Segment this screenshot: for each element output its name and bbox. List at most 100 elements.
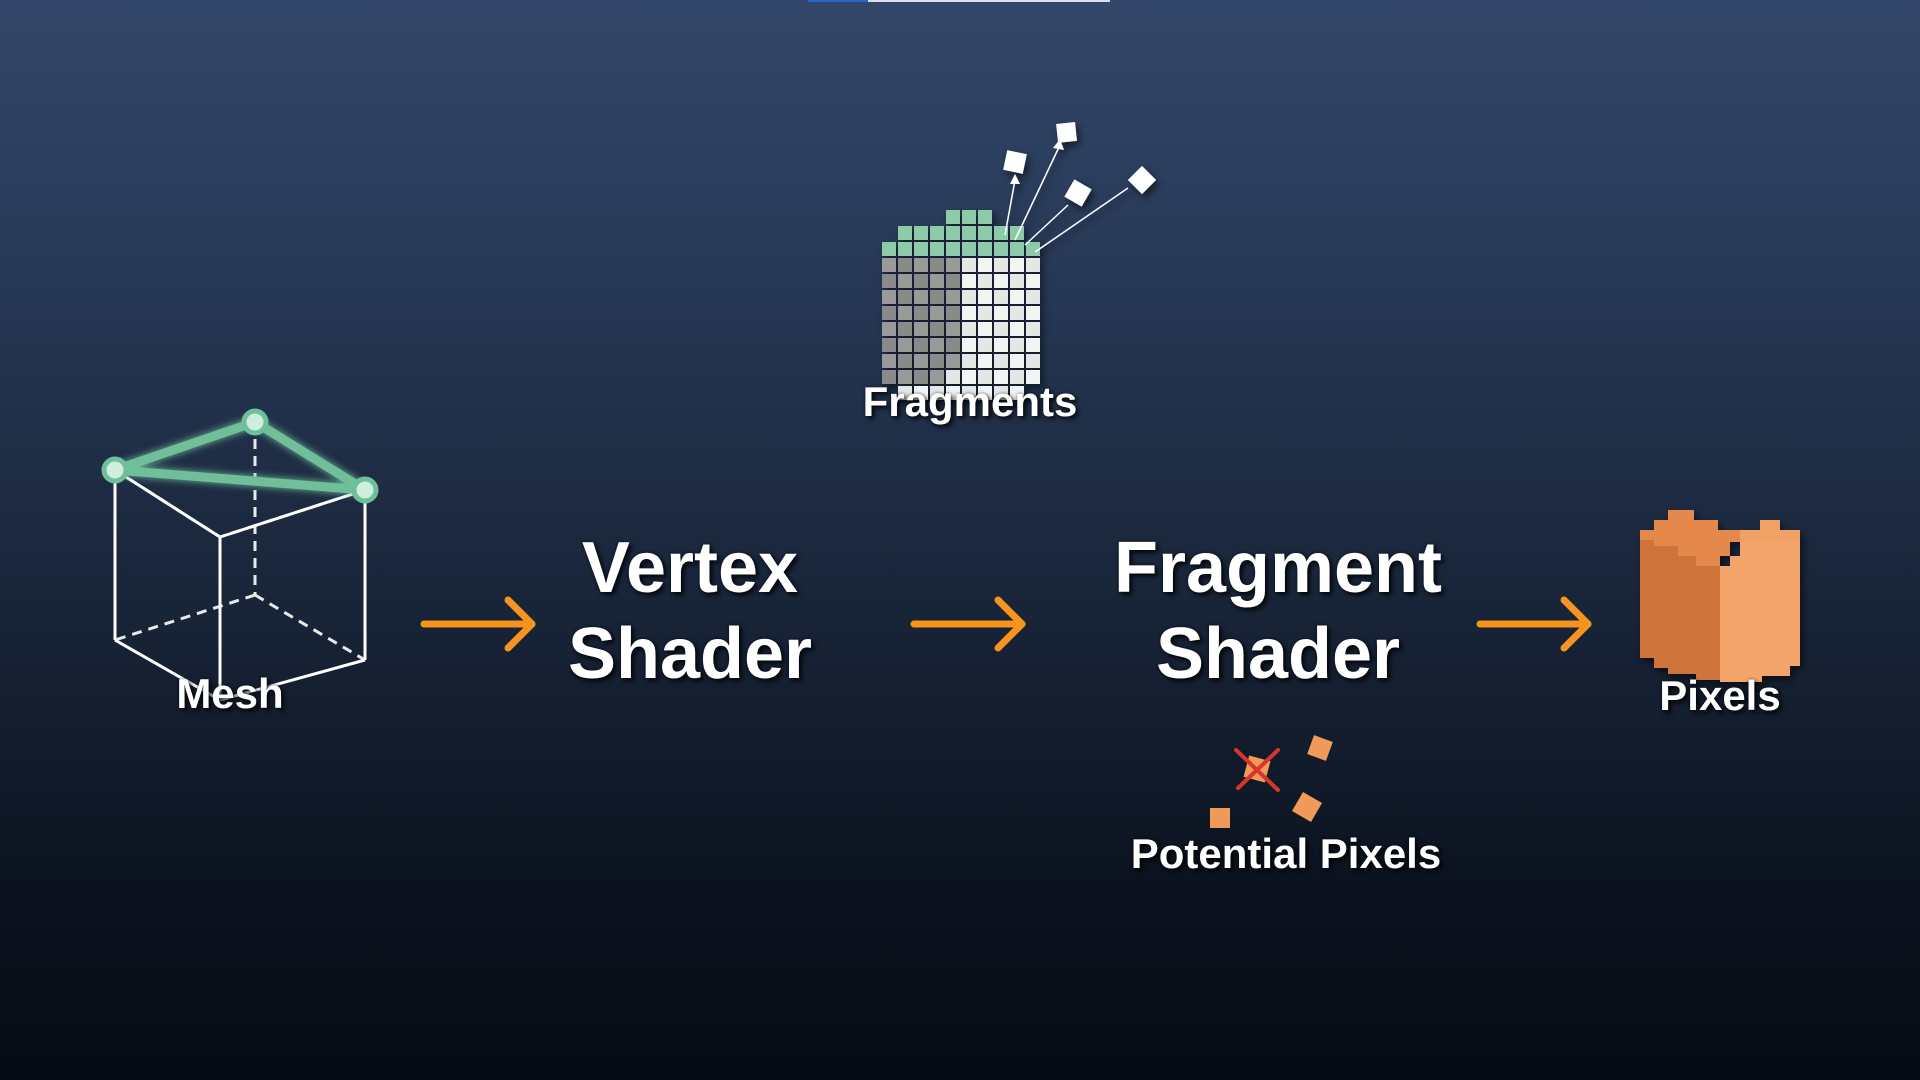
fragment-cell: [1026, 258, 1040, 272]
fragment-cell: [962, 306, 976, 320]
fragment-cell: [898, 354, 912, 368]
fragment-cell: [946, 386, 960, 400]
fragment-cell: [994, 226, 1008, 240]
fragment-cell: [914, 370, 928, 384]
fragment-cell: [914, 226, 928, 240]
fragment-cell: [1010, 242, 1024, 256]
fragment-cell: [1010, 386, 1024, 400]
fragment-cell: [994, 258, 1008, 272]
mesh-label: Mesh: [176, 670, 284, 717]
fragment-cell: [898, 226, 912, 240]
fragment-cell: [882, 290, 896, 304]
fragment-cell: [1010, 290, 1024, 304]
rejected-fragment-icon: [1234, 748, 1280, 792]
arrow-mesh-to-vertex: [420, 596, 536, 652]
fragment-cell: [1010, 370, 1024, 384]
fragment-cell: [1010, 306, 1024, 320]
fragment-cell: [978, 226, 992, 240]
fragment-cell: [1026, 322, 1040, 336]
potential-pixels-label: Potential Pixels: [1130, 830, 1442, 877]
fragment-cell: [946, 322, 960, 336]
fragment-cell: [882, 306, 896, 320]
fragment-cell: [946, 306, 960, 320]
fragment-cell: [914, 386, 928, 400]
fragment-cell: [994, 354, 1008, 368]
fragment-cell: [898, 338, 912, 352]
fragment-cell: [930, 306, 944, 320]
fragment-cell: [946, 354, 960, 368]
fragment-cell: [946, 290, 960, 304]
fragment-cell: [978, 242, 992, 256]
potential-pixels-icon: [1210, 735, 1333, 828]
fragment-shader-line-1: Fragment: [1113, 528, 1443, 608]
fragment-cell: [994, 290, 1008, 304]
fragment-cell: [914, 306, 928, 320]
fragment-cell: [930, 354, 944, 368]
fragment-cell: [930, 258, 944, 272]
fragment-cell: [898, 258, 912, 272]
fragment-cell: [978, 258, 992, 272]
fragment-cell: [930, 322, 944, 336]
fragment-cell: [930, 338, 944, 352]
fragment-cell: [898, 290, 912, 304]
fragment-cell: [978, 354, 992, 368]
fragments-label: Fragments: [862, 378, 1078, 425]
fragment-cell: [946, 338, 960, 352]
fragment-cell: [978, 386, 992, 400]
arrow-vertex-to-fragment: [910, 596, 1026, 652]
fragment-shader-line-2: Shader: [1155, 614, 1401, 694]
fragment-cell: [994, 338, 1008, 352]
fragment-cell: [1010, 258, 1024, 272]
fragment-cell: [914, 354, 928, 368]
video-buffer-bar: [868, 0, 1110, 2]
fragment-cell: [962, 242, 976, 256]
fragment-cell: [978, 322, 992, 336]
fragment-cell: [930, 226, 944, 240]
fragment-cell: [914, 290, 928, 304]
fragment-cell: [978, 370, 992, 384]
fragment-cell: [914, 274, 928, 288]
pixel-cube-icon: [1640, 510, 1800, 682]
fragment-cell: [1026, 306, 1040, 320]
fragment-cell: [978, 210, 992, 224]
vertex-shader-line-1: Vertex: [581, 528, 799, 608]
fragment-cell: [898, 370, 912, 384]
fragment-cell: [898, 242, 912, 256]
fragment-cell: [1010, 226, 1024, 240]
fragment-cell: [994, 386, 1008, 400]
fragment-cell: [1026, 242, 1040, 256]
fragment-cell: [946, 226, 960, 240]
fragment-cell: [946, 258, 960, 272]
fragment-cell: [898, 274, 912, 288]
fragment-cell: [946, 242, 960, 256]
fragment-cell: [978, 274, 992, 288]
fragment-cell: [914, 338, 928, 352]
fragment-cell: [994, 306, 1008, 320]
fragment-grid-icon: [882, 122, 1157, 400]
fragment-cell: [962, 258, 976, 272]
fragment-cell: [914, 258, 928, 272]
fragment-cell: [962, 338, 976, 352]
fragment-cell: [1026, 338, 1040, 352]
fragment-cell: [882, 338, 896, 352]
fragment-cell: [930, 290, 944, 304]
fragment-cell: [994, 242, 1008, 256]
fragment-cell: [962, 274, 976, 288]
pixels-label: Pixels: [1659, 672, 1781, 719]
fragment-cell: [962, 210, 976, 224]
arrow-fragment-to-pixels: [1476, 596, 1592, 652]
fragment-cell: [882, 370, 896, 384]
fragment-cell: [898, 386, 912, 400]
mesh-triangle-highlight: [110, 417, 370, 495]
fragment-cell: [882, 322, 896, 336]
fragment-cell: [930, 370, 944, 384]
fragment-cell: [1026, 370, 1040, 384]
fragment-cell: [1010, 354, 1024, 368]
fragment-cell: [914, 242, 928, 256]
fragment-cell: [962, 290, 976, 304]
fragment-cell: [1026, 274, 1040, 288]
fragment-cell: [930, 242, 944, 256]
fragment-cell: [962, 322, 976, 336]
fragment-cell: [898, 322, 912, 336]
fragment-cell: [914, 322, 928, 336]
